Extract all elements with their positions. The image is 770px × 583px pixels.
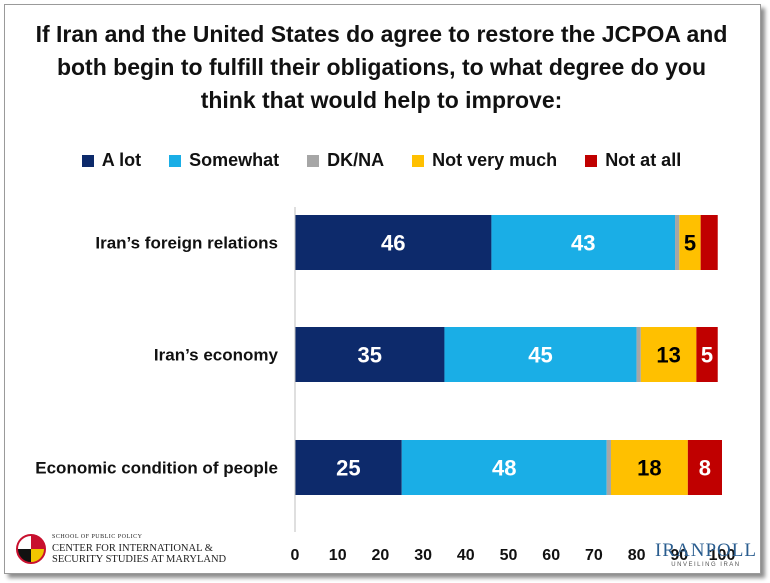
legend-swatch-a-lot <box>81 154 94 167</box>
bar-a-lot-economic-condition-of-people <box>295 440 402 495</box>
data-label-not-very-much-iran-s-economy: 13 <box>656 343 680 368</box>
bar-somewhat-iran-s-economy <box>444 327 637 382</box>
bar-a-lot-iran-s-foreign-relations <box>295 215 492 270</box>
x-tick-label-90: 90 <box>670 547 688 564</box>
bar-somewhat-iran-s-foreign-relations <box>491 215 676 270</box>
bar-dk-na-iran-s-foreign-relations <box>675 215 680 270</box>
legend-label-dk-na: DK/NA <box>327 150 385 170</box>
x-tick-label-80: 80 <box>628 547 646 564</box>
legend-item-not-at-all: Not at all <box>585 150 681 171</box>
category-label-iran-s-economy: Iran’s economy <box>154 346 279 365</box>
x-tick-label-70: 70 <box>585 547 603 564</box>
data-label-somewhat-iran-s-foreign-relations: 43 <box>571 231 595 256</box>
bar-dk-na-iran-s-economy <box>636 327 641 382</box>
cissm-logo: SCHOOL OF PUBLIC POLICY CENTER FOR INTER… <box>16 532 226 565</box>
data-label-not-very-much-economic-condition-of-people: 18 <box>637 456 661 481</box>
legend-item-dk-na: DK/NA <box>307 150 384 171</box>
x-tick-label-20: 20 <box>372 547 390 564</box>
legend-swatch-somewhat <box>169 154 182 167</box>
legend-item-a-lot: A lot <box>81 150 142 171</box>
chart-title: If Iran and the United States do agree t… <box>0 18 763 117</box>
bar-not-very-much-iran-s-foreign-relations <box>679 215 701 270</box>
bar-not-very-much-iran-s-economy <box>640 327 697 382</box>
x-tick-label-30: 30 <box>414 547 432 564</box>
bar-not-at-all-economic-condition-of-people <box>687 440 722 495</box>
x-tick-label-100: 100 <box>709 547 736 564</box>
data-label-somewhat-economic-condition-of-people: 48 <box>492 456 516 481</box>
legend-label-not-at-all: Not at all <box>605 150 682 170</box>
iranpoll-logo-name: IRANPOLL <box>655 540 757 561</box>
bar-dk-na-economic-condition-of-people <box>606 440 611 495</box>
data-label-a-lot-economic-condition-of-people: 25 <box>336 456 360 481</box>
maryland-seal-icon <box>16 533 46 564</box>
data-label-not-at-all-iran-s-economy: 5 <box>701 343 713 368</box>
legend-swatch-not-at-all <box>585 154 598 167</box>
cissm-logo-line-2: SECURITY STUDIES AT MARYLAND <box>52 554 227 565</box>
data-label-a-lot-iran-s-foreign-relations: 46 <box>381 231 405 256</box>
chart-title-line-1: If Iran and the United States do agree t… <box>35 21 728 47</box>
legend-item-not-very-much: Not very much <box>412 150 557 171</box>
bar-not-at-all-iran-s-economy <box>696 327 718 382</box>
chart-legend: A lot Somewhat DK/NA Not very much Not a… <box>0 150 763 171</box>
chart-title-line-3: think that would help to improve: <box>200 87 563 113</box>
x-tick-label-0: 0 <box>291 547 300 564</box>
iranpoll-logo-tagline: UNVEILING IRAN <box>671 562 741 568</box>
bar-not-at-all-iran-s-foreign-relations <box>700 215 718 270</box>
bar-not-very-much-economic-condition-of-people <box>610 440 688 495</box>
legend-label-not-very-much: Not very much <box>432 150 558 170</box>
legend-label-a-lot: A lot <box>101 150 142 170</box>
cissm-logo-school: SCHOOL OF PUBLIC POLICY <box>52 534 143 540</box>
x-tick-label-40: 40 <box>457 547 475 564</box>
legend-item-somewhat: Somewhat <box>169 150 279 171</box>
legend-swatch-not-very-much <box>412 154 425 167</box>
category-label-iran-s-foreign-relations: Iran’s foreign relations <box>95 234 278 253</box>
x-tick-label-50: 50 <box>500 547 518 564</box>
iranpoll-logo: IRANPOLL UNVEILING IRAN <box>655 540 757 568</box>
x-tick-label-10: 10 <box>329 547 347 564</box>
legend-label-somewhat: Somewhat <box>189 150 280 170</box>
cissm-logo-text: SCHOOL OF PUBLIC POLICY CENTER FOR INTER… <box>52 532 226 565</box>
bar-somewhat-economic-condition-of-people <box>401 440 607 495</box>
x-tick-label-60: 60 <box>542 547 560 564</box>
bar-a-lot-iran-s-economy <box>295 327 445 382</box>
cissm-logo-line-1: CENTER FOR INTERNATIONAL & <box>52 543 213 554</box>
legend-swatch-dk-na <box>307 154 320 167</box>
data-label-not-at-all-economic-condition-of-people: 8 <box>699 456 711 481</box>
data-label-a-lot-iran-s-economy: 35 <box>357 343 381 368</box>
data-label-not-very-much-iran-s-foreign-relations: 5 <box>684 231 696 256</box>
data-label-somewhat-iran-s-economy: 45 <box>528 343 552 368</box>
chart-title-line-2: both begin to fulfill their obligations,… <box>56 54 707 80</box>
category-label-economic-condition-of-people: Economic condition of people <box>35 459 278 478</box>
